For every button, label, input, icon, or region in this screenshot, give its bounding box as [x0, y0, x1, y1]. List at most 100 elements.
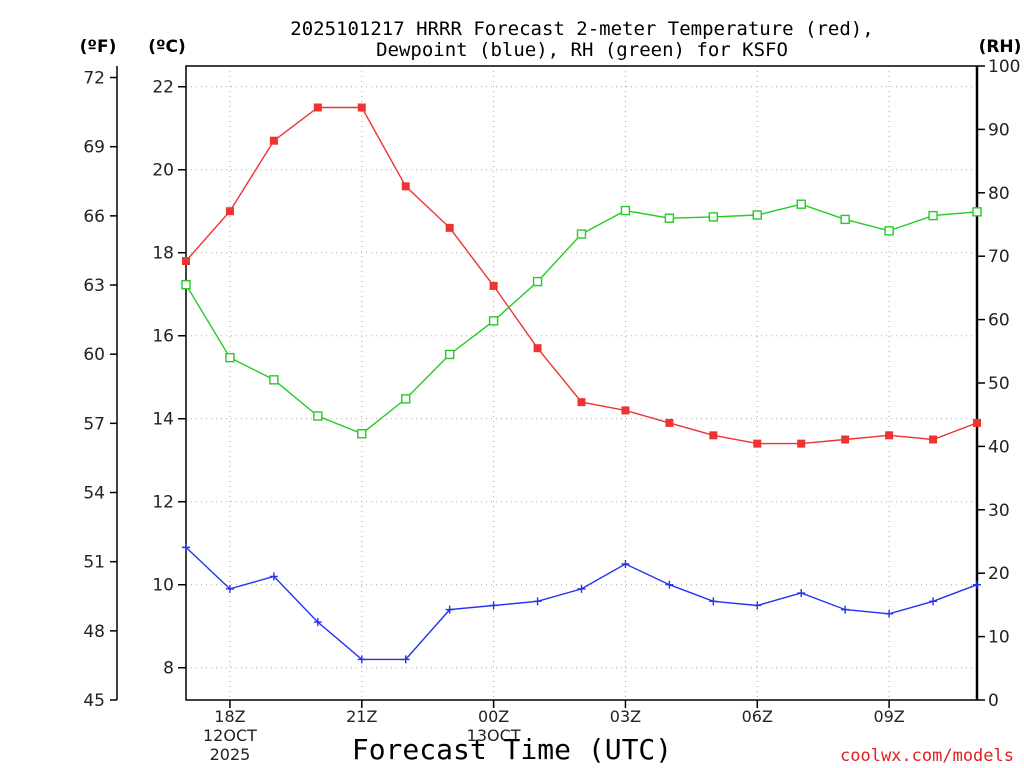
rh-tick-label: 30	[988, 501, 1010, 521]
rh-tick-label: 50	[988, 374, 1010, 394]
temperature-data-point	[313, 103, 322, 112]
rh-data-point	[620, 205, 631, 216]
rh-data-point	[884, 226, 894, 236]
fahrenheit-tick-label: 69	[83, 138, 105, 158]
dewpoint-data-point	[313, 618, 322, 627]
rh-data-point	[269, 375, 279, 385]
rh-axis-unit: (RH)	[979, 37, 1022, 57]
fahrenheit-tick-label: 51	[83, 553, 105, 573]
temperature-data-point	[401, 182, 410, 191]
fahrenheit-tick-label: 48	[83, 622, 105, 642]
x-tick-date-label: 13OCT	[467, 726, 521, 745]
dewpoint-data-point	[929, 597, 938, 606]
celsius-tick-label: 22	[152, 78, 174, 98]
dewpoint-data-point	[357, 655, 366, 664]
rh-data-point	[972, 207, 982, 217]
rh-data-point	[357, 429, 367, 439]
dewpoint-data-point	[885, 609, 894, 618]
rh-data-point	[488, 316, 499, 326]
temperature-data-point	[577, 398, 586, 407]
rh-tick-label: 10	[988, 628, 1010, 648]
temperature-data-point	[621, 406, 630, 415]
temperature-data-point	[797, 439, 806, 448]
rh-tick-label: 100	[988, 57, 1020, 77]
x-tick-label: 21Z	[346, 707, 377, 726]
temperature-data-point	[269, 136, 278, 145]
temperature-data-point	[753, 439, 762, 448]
axis-layer: 45 48 51 54 57 60 63 66 69 72 8 10 12 14 16 18 20 22 0 10 20…	[83, 57, 1020, 764]
temperature-data-point	[885, 431, 894, 440]
rh-tick-label: 0	[988, 691, 999, 711]
celsius-tick-label: 14	[152, 410, 174, 430]
rh-data-point	[576, 229, 587, 239]
celsius-tick-label: 16	[152, 327, 174, 347]
rh-data-point	[708, 212, 719, 222]
grid-layer	[186, 66, 977, 700]
dewpoint-data-point	[973, 580, 981, 589]
series-layer	[181, 103, 982, 664]
temperature-series-line	[185, 106, 978, 445]
rh-data-point	[664, 213, 675, 223]
rh-data-point	[796, 199, 806, 209]
fahrenheit-tick-label: 45	[83, 691, 105, 711]
celsius-tick-label: 12	[152, 493, 174, 513]
dewpoint-series-line	[185, 546, 978, 661]
rh-data-point	[181, 280, 191, 290]
temperature-data-point	[357, 103, 366, 112]
fahrenheit-axis-unit: (ºF)	[80, 37, 117, 57]
x-tick-label: 03Z	[610, 707, 641, 726]
temperature-data-point	[841, 435, 850, 444]
rh-data-point	[532, 276, 543, 287]
rh-data-point	[752, 210, 762, 220]
rh-tick-label: 40	[988, 437, 1010, 457]
rh-data-point	[401, 394, 411, 404]
temperature-data-point	[665, 418, 674, 427]
dewpoint-data-point	[577, 584, 586, 593]
dewpoint-data-point	[489, 601, 498, 610]
fahrenheit-tick-label: 60	[83, 345, 105, 365]
chart-title-line-1: 2025101217 HRRR Forecast 2-meter Tempera…	[290, 18, 873, 40]
fahrenheit-tick-label: 63	[83, 276, 105, 296]
celsius-tick-label: 20	[152, 161, 174, 181]
rh-data-point	[313, 411, 323, 421]
celsius-tick-label: 10	[152, 576, 174, 596]
dewpoint-data-point	[401, 655, 410, 664]
temperature-data-point	[182, 257, 190, 266]
temperature-data-point	[533, 344, 542, 353]
chart-title-line-2: Dewpoint (blue), RH (green) for KSFO	[376, 39, 788, 61]
rh-data-point	[444, 349, 455, 360]
celsius-tick-label: 18	[152, 244, 174, 264]
dewpoint-data-point	[665, 580, 674, 589]
rh-tick-label: 70	[988, 247, 1010, 267]
dewpoint-data-point	[182, 543, 190, 552]
x-tick-label: 00Z	[478, 707, 509, 726]
x-axis-label: Forecast Time (UTC)	[352, 733, 672, 766]
x-tick-date-label: 12OCT	[203, 726, 257, 745]
rh-tick-label: 20	[988, 564, 1010, 584]
x-tick-year-label: 2025	[210, 745, 251, 764]
temperature-data-point	[929, 435, 938, 444]
dewpoint-data-point	[533, 597, 542, 606]
dewpoint-data-point	[709, 597, 718, 606]
celsius-tick-label: 8	[163, 659, 174, 679]
dewpoint-data-point	[841, 605, 850, 614]
credit-text: coolwx.com/models	[840, 746, 1014, 766]
dewpoint-data-point	[753, 601, 762, 610]
dewpoint-data-point	[269, 572, 278, 581]
temperature-data-point	[709, 431, 718, 440]
temperature-data-point	[489, 281, 498, 290]
x-tick-label: 09Z	[873, 707, 904, 726]
rh-data-point	[840, 214, 850, 225]
dewpoint-data-point	[797, 589, 806, 598]
fahrenheit-tick-label: 54	[83, 484, 105, 504]
fahrenheit-tick-label: 72	[83, 69, 105, 89]
dewpoint-data-point	[621, 559, 630, 568]
dewpoint-data-point	[445, 605, 454, 614]
temperature-data-point	[225, 207, 234, 216]
rh-data-point	[225, 352, 235, 363]
temperature-data-point	[445, 223, 454, 232]
rh-tick-label: 90	[988, 120, 1010, 140]
rh-tick-label: 60	[988, 311, 1010, 331]
rh-data-point	[928, 210, 938, 221]
